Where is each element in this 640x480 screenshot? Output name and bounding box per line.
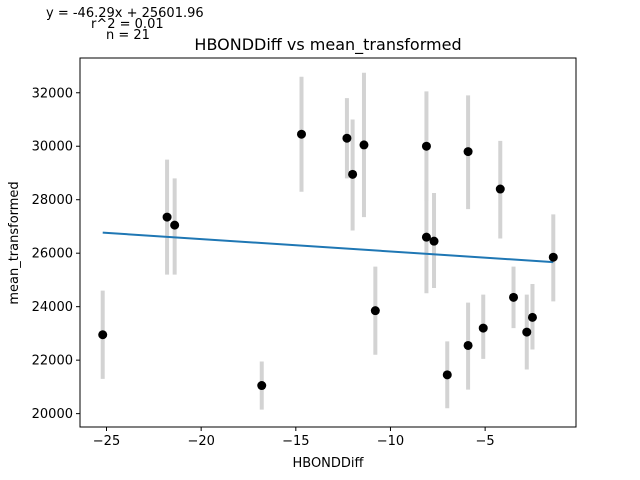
r-squared-annotation: r^2 = 0.01 — [91, 17, 164, 32]
x-tick-label: −10 — [377, 434, 404, 449]
data-point — [429, 236, 439, 246]
data-point — [359, 140, 369, 150]
data-point — [296, 129, 306, 139]
data-point — [98, 330, 108, 340]
data-point — [548, 252, 558, 262]
y-axis-title: mean_transformed — [7, 181, 22, 304]
data-point — [257, 381, 267, 391]
data-point — [421, 232, 431, 242]
y-tick-label: 22000 — [32, 354, 73, 369]
data-point — [478, 323, 488, 333]
fit-equation-annotation: y = -46.29x + 25601.96 — [46, 6, 204, 21]
y-tick-label: 20000 — [32, 407, 73, 422]
x-axis-title: HBONDDiff — [292, 456, 364, 471]
fit-line — [102, 231, 554, 264]
data-point — [162, 212, 172, 222]
data-point — [442, 370, 452, 380]
data-point — [421, 141, 431, 151]
data-point — [495, 184, 505, 194]
x-tick-label: −15 — [282, 434, 309, 449]
y-tick-label: 24000 — [32, 300, 73, 315]
x-axis: −25 −20 −15 −10 −5 — [93, 427, 495, 449]
y-tick-label: 26000 — [32, 247, 73, 262]
data-point — [348, 169, 358, 179]
plot-area — [98, 72, 558, 410]
data-point — [170, 220, 180, 230]
chart-title: HBONDDiff vs mean_transformed — [194, 35, 461, 55]
data-point — [342, 133, 352, 143]
x-tick-label: −20 — [187, 434, 214, 449]
y-axis: 20000 22000 24000 26000 28000 30000 32000 — [32, 86, 80, 422]
data-point — [522, 327, 532, 337]
data-point — [509, 292, 519, 302]
y-tick-label: 28000 — [32, 193, 73, 208]
y-tick-label: 32000 — [32, 86, 73, 101]
data-point — [463, 340, 473, 350]
data-point — [527, 312, 537, 322]
x-tick-label: −5 — [476, 434, 495, 449]
x-tick-label: −25 — [93, 434, 120, 449]
data-point — [370, 306, 380, 316]
n-annotation: n = 21 — [106, 28, 150, 43]
data-point — [463, 147, 473, 157]
y-tick-label: 30000 — [32, 140, 73, 155]
plot-frame — [79, 57, 577, 428]
